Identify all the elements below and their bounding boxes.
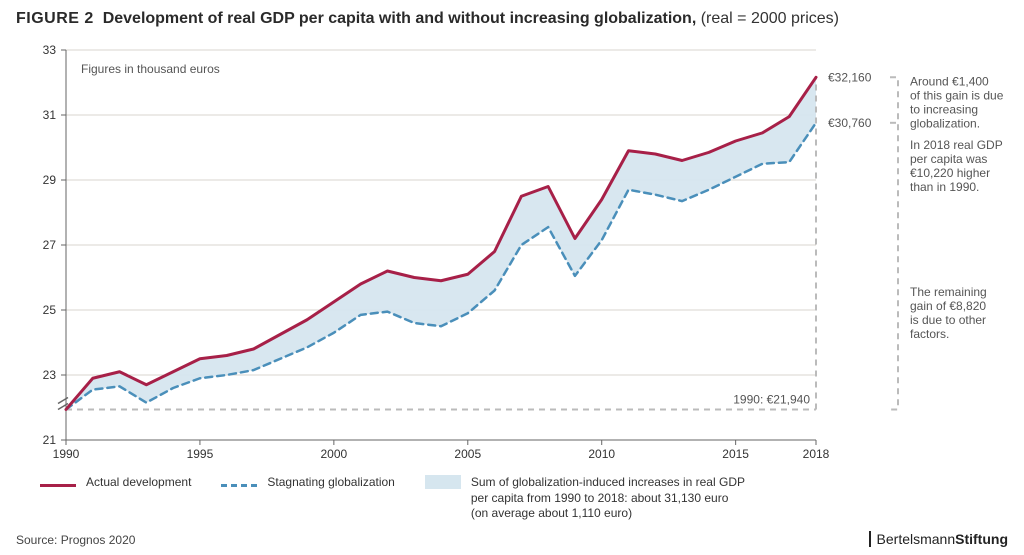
svg-text:In 2018 real GDP: In 2018 real GDP [910,138,1003,152]
figure-title: FIGURE 2 Development of real GDP per cap… [16,10,839,28]
figure-label: FIGURE 2 [16,10,94,27]
svg-text:The remaining: The remaining [910,285,987,299]
svg-text:factors.: factors. [910,327,949,341]
legend-item-area: Sum of globalization-induced increases i… [425,475,745,522]
svg-text:of this gain is due: of this gain is due [910,88,1004,102]
brand-a: Bertelsmann [877,531,956,547]
svg-text:1990: €21,940: 1990: €21,940 [733,392,810,406]
legend-label-area: Sum of globalization-induced increases i… [471,475,745,522]
svg-text:2000: 2000 [321,447,348,461]
svg-text:€10,220 higher: €10,220 higher [910,166,990,180]
chart-svg: 21 23 25 27 29 31 33 1990 1995 2000 2005 2010 2015 20… [16,40,1008,480]
brand-b: Stiftung [955,531,1008,547]
svg-text:is due to other: is due to other [910,313,986,327]
brand-logo: BertelsmannStiftung [869,531,1008,547]
svg-text:€32,160: €32,160 [828,70,872,84]
svg-text:globalization.: globalization. [910,116,980,130]
line-actual [66,77,816,409]
svg-text:€30,760: €30,760 [828,116,872,130]
svg-text:2015: 2015 [722,447,749,461]
legend-swatch-stagnating [221,484,257,487]
legend: Actual development Stagnating globalizat… [40,475,1000,522]
title-paren: (real = 2000 prices) [701,10,839,27]
svg-text:33: 33 [43,43,57,57]
svg-text:27: 27 [43,238,57,252]
svg-text:to increasing: to increasing [910,102,978,116]
svg-text:per capita was: per capita was [910,152,987,166]
svg-text:1990: 1990 [53,447,80,461]
svg-text:25: 25 [43,303,57,317]
legend-label-stagnating: Stagnating globalization [267,475,394,491]
svg-text:29: 29 [43,173,57,187]
area-fill [66,77,816,409]
svg-text:Figures in thousand euros: Figures in thousand euros [81,62,220,76]
title-main: Development of real GDP per capita with … [103,10,697,27]
legend-swatch-area [425,475,461,489]
svg-text:2010: 2010 [588,447,615,461]
svg-text:31: 31 [43,108,57,122]
svg-text:than in 1990.: than in 1990. [910,180,979,194]
svg-text:2018: 2018 [803,447,830,461]
svg-text:Around €1,400: Around €1,400 [910,74,989,88]
legend-item-stagnating: Stagnating globalization [221,475,394,491]
svg-text:1995: 1995 [187,447,214,461]
svg-text:2005: 2005 [454,447,481,461]
svg-text:23: 23 [43,368,57,382]
svg-text:21: 21 [43,433,57,447]
legend-label-actual: Actual development [86,475,191,491]
svg-text:gain of €8,820: gain of €8,820 [910,299,986,313]
legend-item-actual: Actual development [40,475,191,491]
source-text: Source: Prognos 2020 [16,533,135,547]
chart-container: 21 23 25 27 29 31 33 1990 1995 2000 2005 2010 2015 20… [16,40,1008,495]
legend-swatch-actual [40,484,76,487]
